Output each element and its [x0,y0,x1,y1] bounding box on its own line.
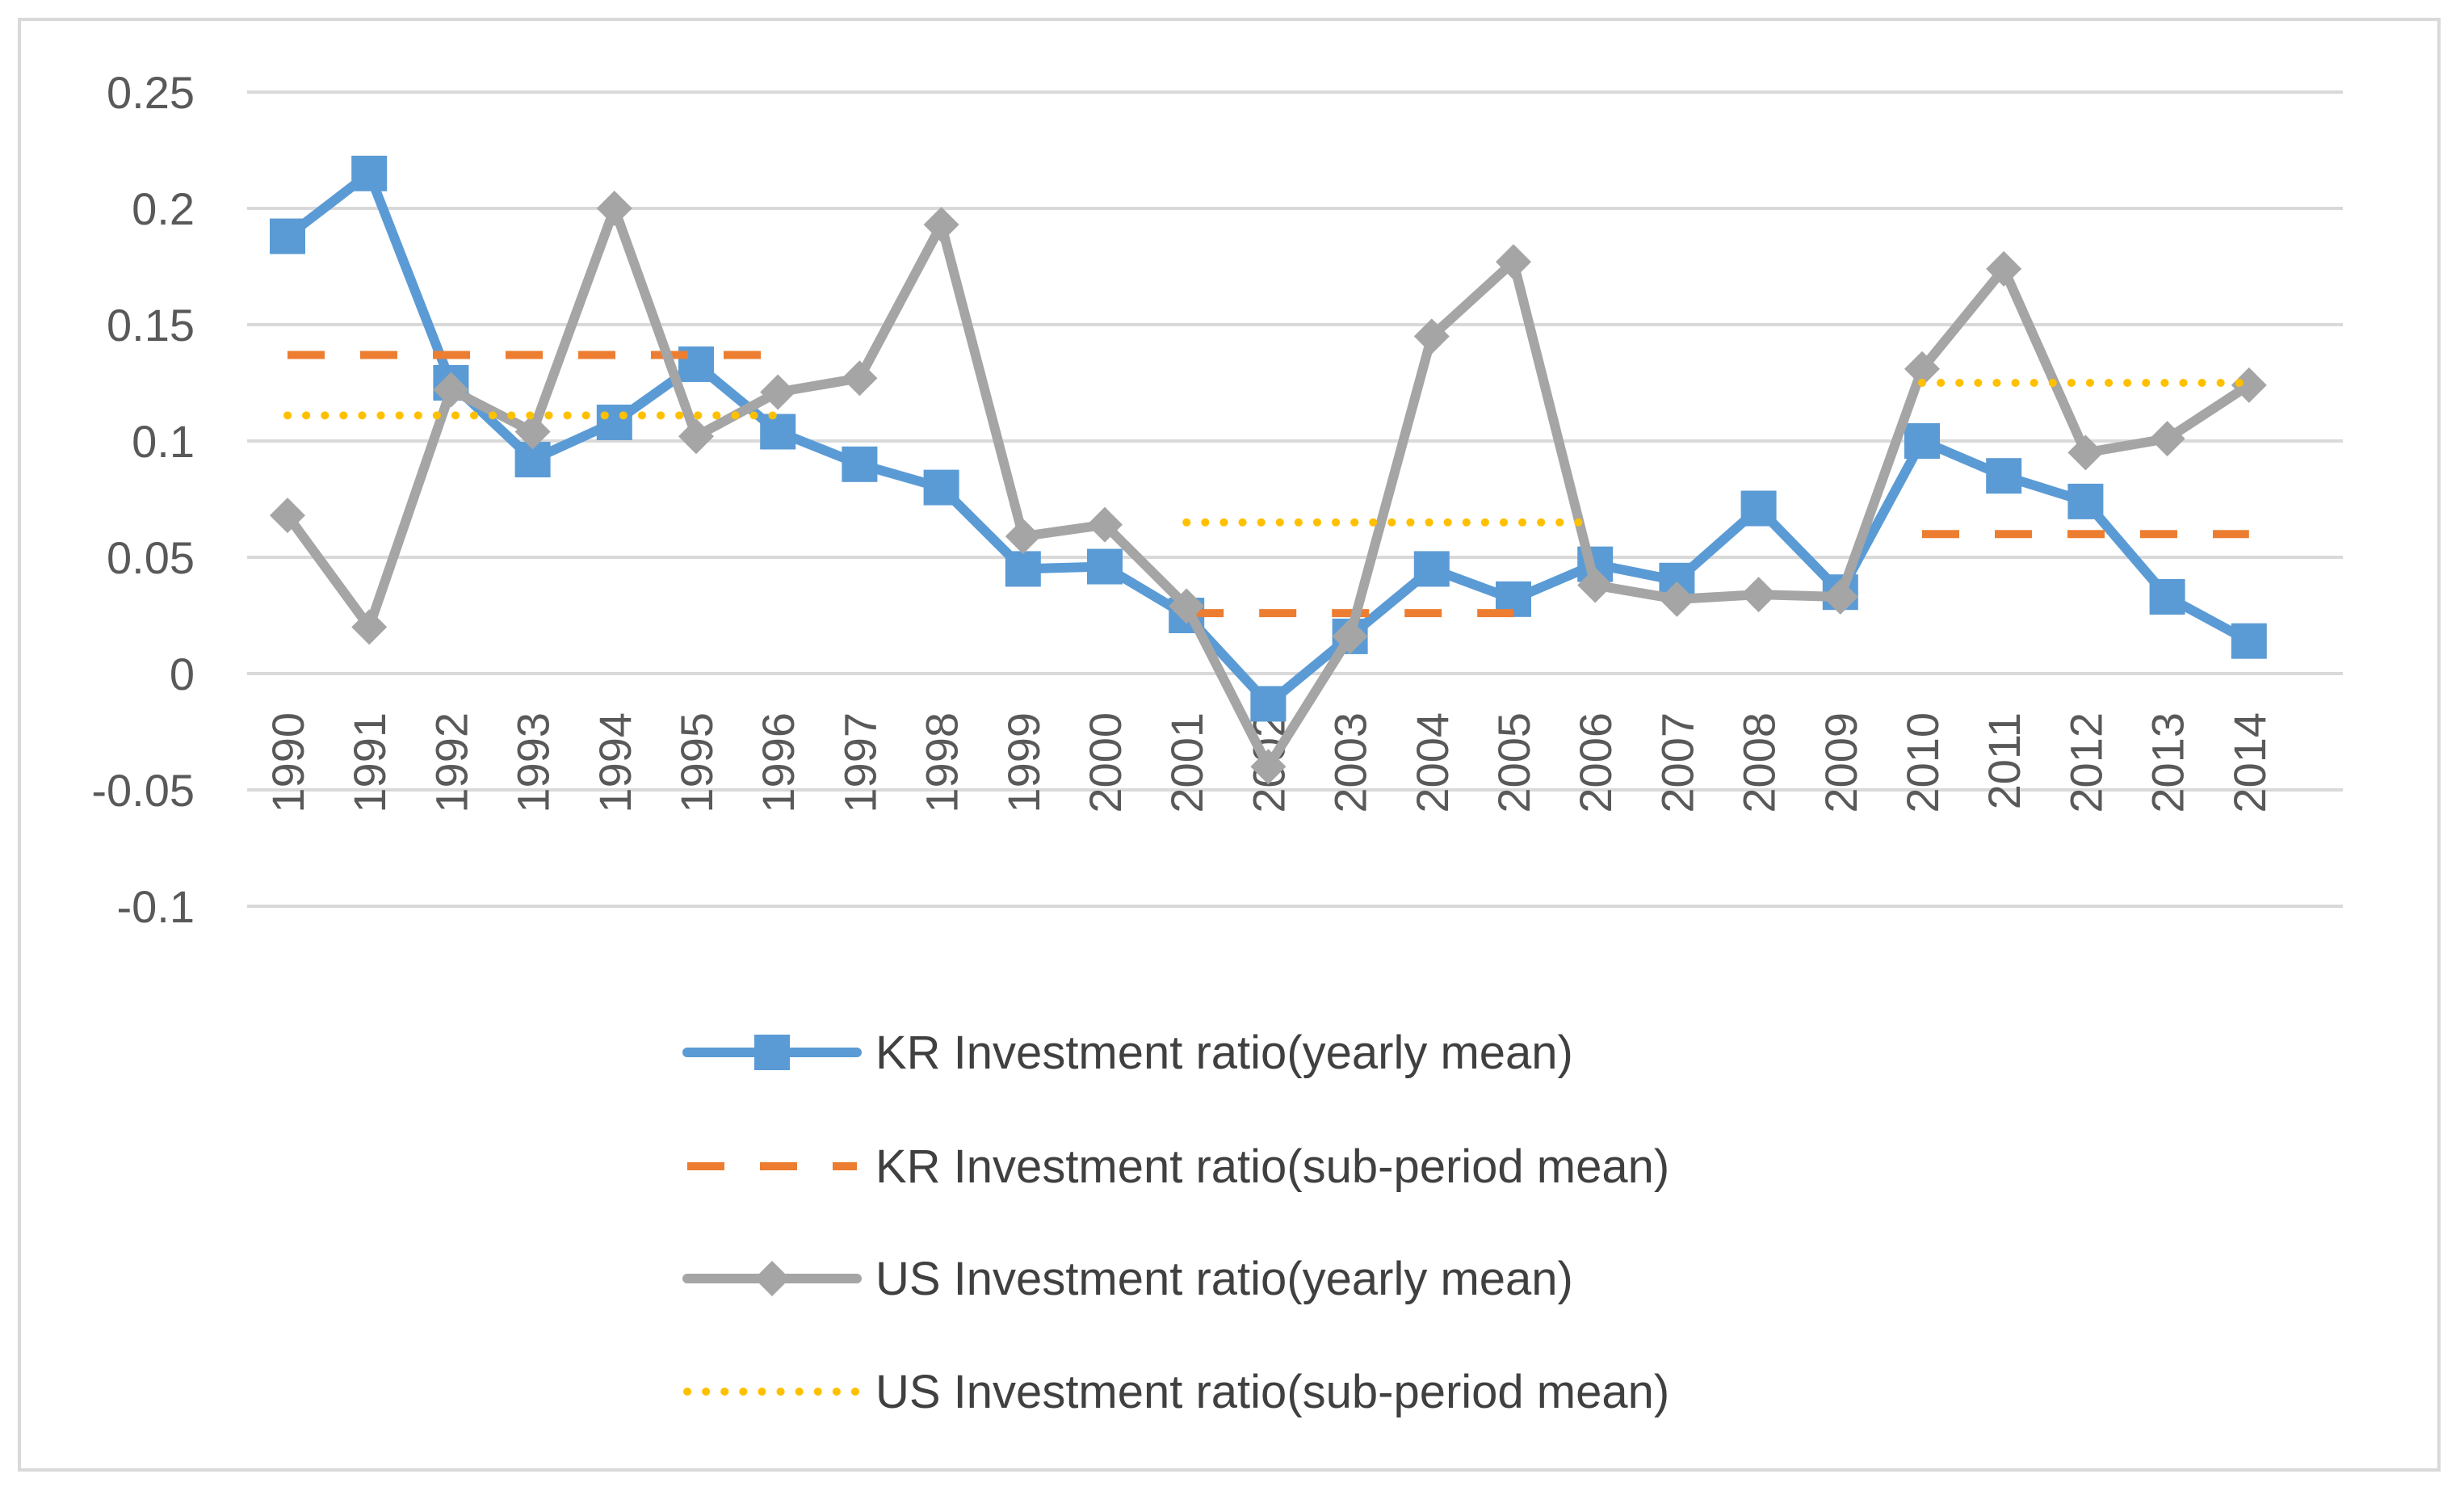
data-point [923,469,959,506]
legend-label: US Investment ratio(yearly mean) [875,1253,1573,1305]
data-point [1740,490,1777,527]
data-point [1169,588,1205,624]
x-tick-label: 2003 [1325,712,1376,813]
data-point [1413,318,1450,355]
data-point [2231,367,2267,403]
series-2 [270,191,2267,785]
data-point [2231,623,2267,659]
data-point [270,218,305,254]
x-tick-label: 2010 [1897,712,1948,813]
x-tick-label: 2012 [2060,712,2111,813]
series-line [283,204,2254,772]
data-point [1496,244,1531,280]
data-point [2149,578,2185,615]
chart-frame: 0.25 0.2 0.15 0.1 0.05 0 -0.05 -0.1 1990 1991 199… [18,18,2441,1472]
data-point [760,414,796,450]
x-tick-label: 1994 [590,712,640,813]
series-0 [270,155,2267,722]
data-point [433,372,469,408]
y-axis-tick-labels: 0.25 0.2 0.15 0.1 0.05 0 -0.05 -0.1 [91,67,195,932]
legend-item: KR Investment ratio(sub-period mean) [687,1140,1669,1193]
data-point [596,191,632,226]
x-tick-label: 2009 [1815,712,1866,813]
data-point [1986,250,2022,287]
legend-item: US Investment ratio(sub-period mean) [683,1366,1669,1418]
y-tick-label: -0.05 [91,765,195,816]
data-point [1250,686,1287,722]
data-point [1413,551,1450,587]
x-axis-tick-labels: 1990 1991 1992 1993 1994 1995 1996 1997 1998 1999… [262,712,2275,813]
data-point [842,360,878,397]
x-tick-label: 2007 [1652,712,1702,813]
x-tick-label: 1996 [753,712,804,813]
x-tick-label: 1997 [834,712,885,813]
legend-label: KR Investment ratio(yearly mean) [875,1027,1573,1079]
y-tick-label: 0.05 [107,532,195,583]
legend-label: US Investment ratio(sub-period mean) [875,1366,1669,1418]
data-point [1087,548,1123,585]
data-point [1904,423,1940,459]
x-tick-label: 2011 [1979,712,2030,809]
x-tick-label: 2005 [1488,712,1539,813]
data-point [1332,618,1368,654]
series-layer [270,155,2267,785]
data-point [1577,567,1614,603]
x-tick-label: 1992 [426,712,476,813]
legend-item: US Investment ratio(yearly mean) [682,1253,1573,1305]
x-tick-label: 1993 [508,712,559,813]
data-point [1904,351,1940,387]
y-tick-label: 0.15 [107,300,195,351]
data-point [678,418,714,455]
data-point [923,207,959,243]
data-point [1005,551,1041,587]
x-tick-label: 1990 [262,712,313,813]
x-tick-label: 2001 [1161,712,1212,813]
data-point [1986,458,2022,494]
legend-marker [754,1261,790,1296]
data-point [270,498,305,534]
data-point [760,374,796,410]
data-point [842,446,878,482]
data-point [2067,483,2104,519]
x-tick-label: 2006 [1570,712,1621,813]
x-tick-label: 1991 [344,712,395,813]
data-point [1250,749,1287,785]
data-point [351,155,388,191]
data-point [1087,506,1123,543]
x-tick-label: 1998 [917,712,968,813]
data-point [351,609,388,645]
data-point [514,414,551,450]
y-tick-label: 0 [170,649,195,699]
series-3 [283,379,2253,527]
legend-marker [754,1035,790,1070]
data-point [1822,578,1858,615]
series-line [283,168,2254,709]
x-tick-label: 1995 [671,712,722,813]
data-point [2149,421,2185,457]
y-tick-label: 0.1 [132,416,195,467]
data-point [596,404,632,440]
legend-label: KR Investment ratio(sub-period mean) [875,1140,1669,1193]
x-tick-label: 2004 [1407,712,1458,813]
y-tick-label: 0.2 [132,183,195,234]
y-tick-label: 0.25 [107,67,195,118]
x-tick-label: 2013 [2143,712,2193,813]
data-point [1740,577,1777,613]
legend-item: KR Investment ratio(yearly mean) [682,1027,1573,1079]
x-tick-label: 1999 [998,712,1049,813]
data-point [1659,581,1695,617]
x-tick-label: 2008 [1734,712,1785,813]
data-point [2067,435,2104,471]
legend: KR Investment ratio(yearly mean) KR Inves… [682,1027,1669,1418]
line-chart: 0.250.20.150.10.050-0.05-0.1 1990 1991 199… [91,67,2343,1418]
x-tick-label: 2014 [2224,712,2275,813]
y-tick-label: -0.1 [117,881,195,932]
grid-layer [247,90,2343,908]
series-1 [288,351,2249,618]
x-tick-label: 2000 [1080,712,1131,813]
data-point [1005,519,1041,555]
